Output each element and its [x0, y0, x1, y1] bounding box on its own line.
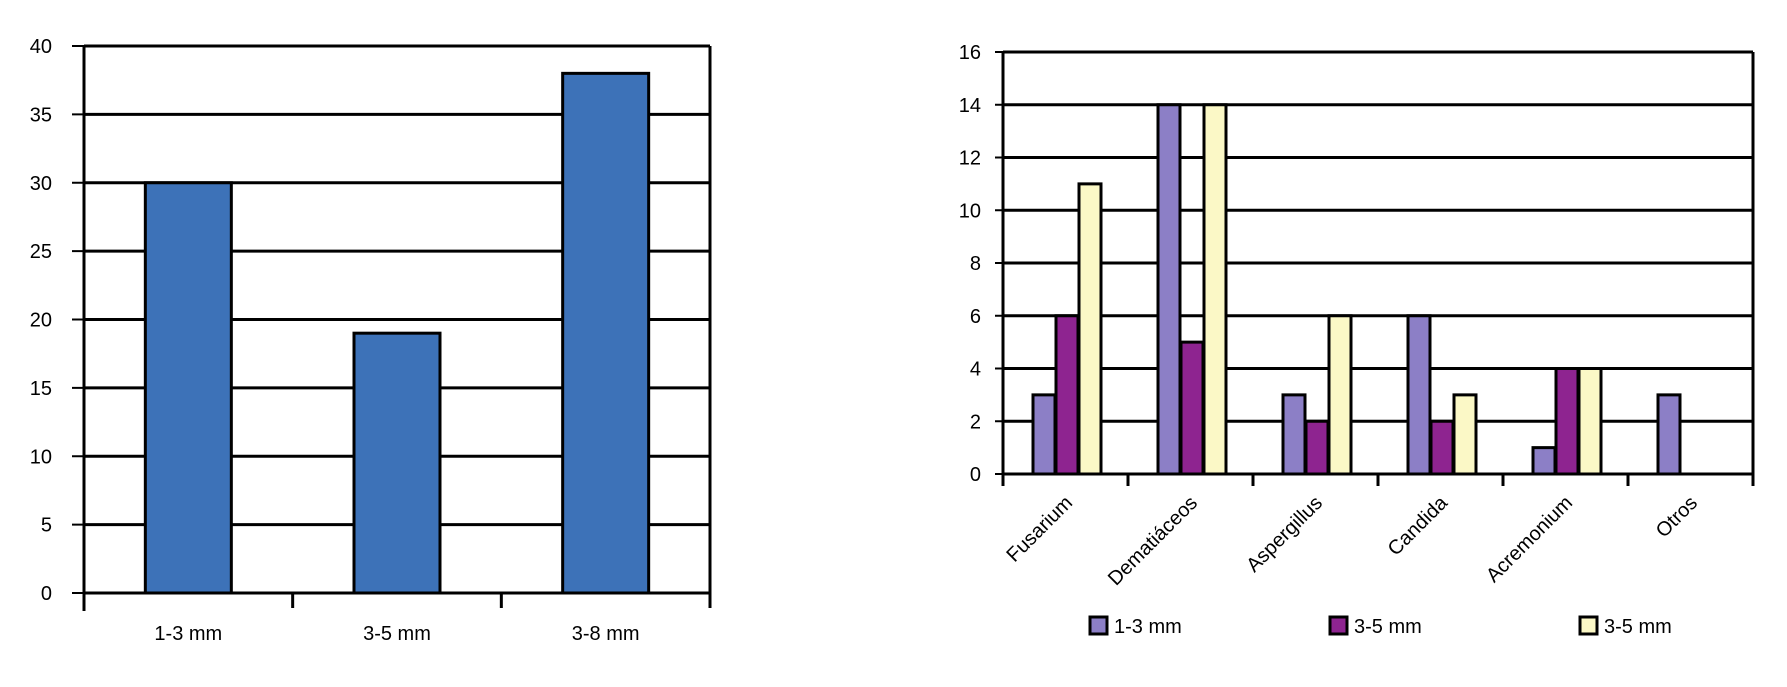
bar-acremonium-series-3 — [1577, 367, 1603, 476]
y-tick-label: 35 — [30, 104, 52, 126]
x-tick-label: Candida — [1384, 491, 1453, 560]
y-tick-label: 6 — [970, 306, 981, 328]
y-tick-label: 14 — [959, 95, 981, 117]
bar-candida-series-2 — [1429, 419, 1455, 476]
legend-swatch — [1088, 615, 1109, 636]
chart-left-bar: 0 5 10 15 20 25 30 35 40 1-3 mm 3-5 mm 3-8 mm — [30, 36, 712, 645]
x-tick-label: 3-8 mm — [572, 623, 640, 645]
bar-dematiáceos-series-1 — [1156, 103, 1182, 476]
x-tick-label: Otros — [1652, 492, 1702, 542]
y-tick-label: 10 — [30, 446, 52, 468]
bar-fusarium-series-3 — [1077, 182, 1103, 476]
y-tick-label: 5 — [41, 515, 52, 537]
bar-3-5-mm — [352, 331, 442, 595]
bar-candida-series-1 — [1406, 314, 1432, 476]
bar-fusarium-series-1 — [1031, 393, 1057, 476]
bar-dematiáceos-series-3 — [1202, 103, 1228, 476]
bar-aspergillus-series-3 — [1327, 314, 1353, 476]
y-tick-label: 10 — [959, 200, 981, 222]
bar-fusarium-series-2 — [1054, 314, 1080, 476]
legend-label: 3-5 mm — [1604, 616, 1672, 638]
x-tick-label: Dematiáceos — [1104, 492, 1202, 590]
legend-item: 3-5 mm — [1578, 615, 1672, 638]
bar-1-3-mm — [143, 181, 233, 595]
bar-aspergillus-series-1 — [1281, 393, 1307, 476]
legend-label: 1-3 mm — [1114, 616, 1182, 638]
y-tick-label: 30 — [30, 173, 52, 195]
x-tick-label: 1-3 mm — [154, 623, 222, 645]
y-tick-label: 4 — [970, 359, 981, 381]
y-tick-label: 20 — [30, 310, 52, 332]
legend-item: 1-3 mm — [1088, 615, 1182, 638]
y-tick-label: 16 — [959, 42, 981, 64]
y-tick-label: 15 — [30, 378, 52, 400]
bar-dematiáceos-series-2 — [1179, 340, 1205, 476]
bar-aspergillus-series-2 — [1304, 419, 1330, 476]
y-tick-label: 8 — [970, 253, 981, 275]
bar-3-8-mm — [561, 71, 651, 595]
legend-swatch — [1578, 615, 1599, 636]
chart-right-grouped-bar: 0 2 4 6 8 10 12 14 16 Fusarium Dematiáceos Aspergil… — [959, 42, 1755, 638]
y-tick-label: 0 — [970, 464, 981, 486]
legend-label: 3-5 mm — [1354, 616, 1422, 638]
x-tick-label: Fusarium — [1003, 492, 1078, 567]
bar-acremonium-series-2 — [1554, 367, 1580, 476]
x-tick-label: Acremonium — [1482, 492, 1577, 587]
legend-item: 3-5 mm — [1328, 615, 1422, 638]
bar-otros-series-1 — [1656, 393, 1682, 476]
bar-candida-series-3 — [1452, 393, 1478, 476]
y-tick-label: 12 — [959, 148, 981, 170]
y-tick-label: 0 — [41, 583, 52, 605]
x-tick-label: 3-5 mm — [363, 623, 431, 645]
x-tick-label: Aspergillus — [1242, 492, 1327, 577]
legend-swatch — [1328, 615, 1349, 636]
y-tick-label: 2 — [970, 411, 981, 433]
y-tick-label: 40 — [30, 36, 52, 58]
bar-acremonium-series-1 — [1531, 446, 1557, 476]
y-tick-label: 25 — [30, 241, 52, 263]
